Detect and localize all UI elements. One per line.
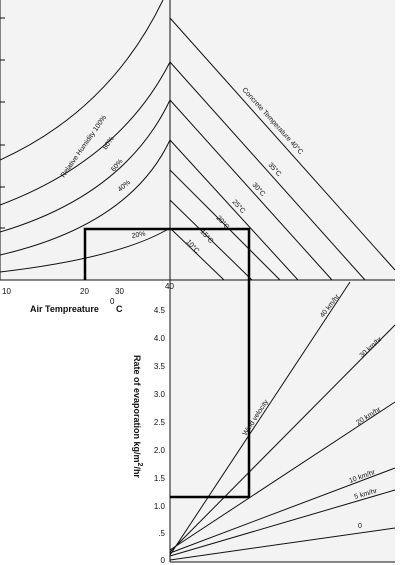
air-axis-title: Air Tempreature (30, 304, 99, 314)
lower-panel (170, 280, 395, 562)
air-tick-label: 10 (2, 287, 11, 296)
evap-tick-label: 0 (161, 556, 166, 565)
evap-tick-label: 3.0 (154, 390, 166, 399)
upper-panel (0, 0, 395, 280)
evap-axis-sup: 2 (136, 463, 143, 467)
evap-tick-label: 4.5 (154, 306, 166, 315)
evap-tick-label: 1.5 (154, 474, 166, 483)
left-ticks (0, 17, 5, 229)
concrete-lines (169, 17, 396, 281)
evap-tick-label: 2.0 (154, 446, 166, 455)
evap-tick-label: 3.5 (154, 362, 166, 371)
evap-axis-text: Rate of evaporation kg/m (132, 355, 142, 463)
evap-axis-title: Rate of evaporation kg/m2/hr (132, 355, 143, 478)
wind-lines (169, 281, 396, 561)
evap-axis: 4.5 4.0 3.5 3.0 2.5 2.0 1.5 1.0 .5 0 (154, 306, 166, 565)
evap-tick-label: 4.0 (154, 334, 166, 343)
air-tick-label: 30 (115, 287, 124, 296)
evap-tick-label: 1.0 (154, 502, 166, 511)
wind-line-label: 0 (358, 523, 362, 530)
evap-tick-label: .5 (158, 529, 165, 538)
air-tick-label: 40 (165, 282, 174, 291)
evap-axis-unit: /hr (132, 466, 142, 478)
evap-tick-label: 2.5 (154, 418, 166, 427)
air-axis-sup: 0 (110, 297, 115, 306)
humidity-curve-label: 20% (131, 231, 146, 240)
air-tick-label: 20 (80, 287, 89, 296)
air-axis-unit: C (116, 304, 123, 314)
example-path (83, 227, 251, 499)
humidity-curves (0, 0, 171, 273)
